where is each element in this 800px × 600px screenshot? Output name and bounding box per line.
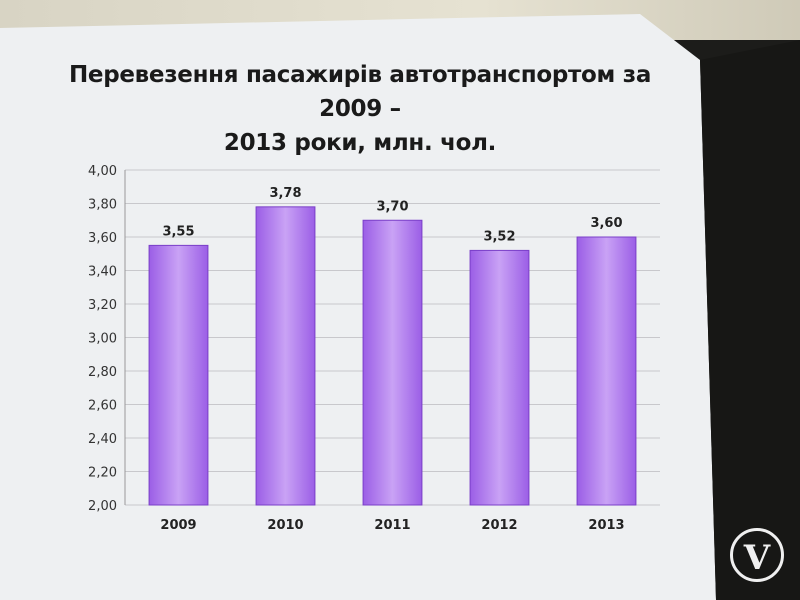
data-label: 3,52 [483,229,515,244]
chart-title: Перевезення пасажирів автотранспортом за… [40,58,680,160]
y-tick-label: 3,80 [88,198,117,213]
data-label: 3,55 [162,224,194,239]
y-tick-label: 2,00 [88,499,117,514]
bar-2013 [576,236,637,506]
x-tick-label: 2013 [588,518,624,533]
y-tick-label: 4,00 [88,164,117,179]
watermark-logo: V [730,528,784,582]
x-tick-label: 2011 [374,518,410,533]
y-tick-label: 2,80 [88,365,117,380]
bar-2010 [255,206,316,506]
y-tick-label: 2,60 [88,399,117,414]
y-tick-label: 3,00 [88,332,117,347]
y-tick-label: 3,20 [88,298,117,313]
x-tick-label: 2009 [160,518,196,533]
x-tick-label: 2010 [267,518,303,533]
x-tick-label: 2012 [481,518,517,533]
data-label: 3,60 [590,216,622,231]
bar-2009 [148,244,209,506]
y-tick-label: 3,40 [88,265,117,280]
bar-2011 [362,219,423,506]
y-tick-label: 3,60 [88,231,117,246]
y-tick-label: 2,40 [88,432,117,447]
data-label: 3,70 [376,199,408,214]
data-label: 3,78 [269,186,301,201]
chart-title-line1: Перевезення пасажирів автотранспортом за… [68,62,652,122]
y-tick-label: 2,20 [88,466,117,481]
chart-title-line2: 2013 роки, млн. чол. [223,130,497,156]
bar-2012 [469,249,530,506]
